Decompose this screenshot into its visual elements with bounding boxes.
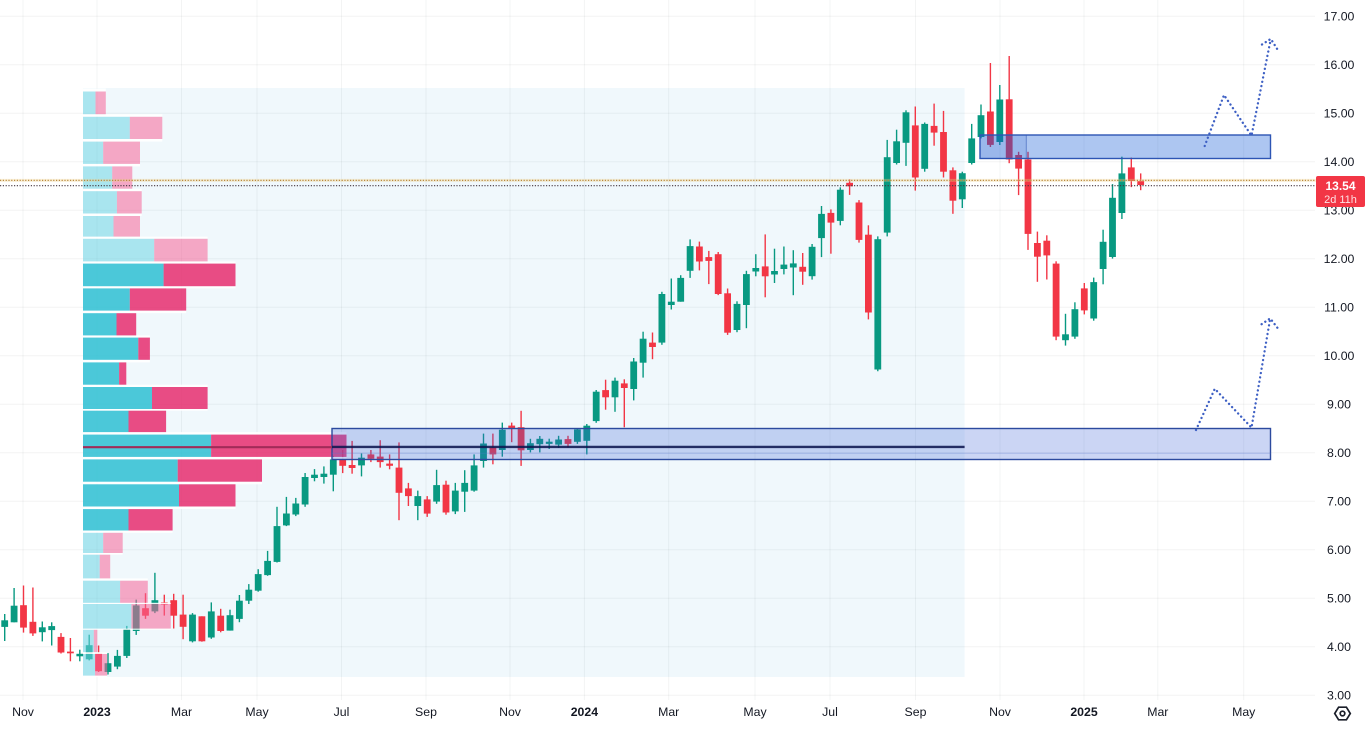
svg-text:5.00: 5.00 — [1327, 592, 1351, 606]
svg-text:Mar: Mar — [658, 705, 679, 719]
svg-text:17.00: 17.00 — [1324, 10, 1355, 24]
svg-text:2024: 2024 — [571, 705, 599, 719]
svg-text:May: May — [1232, 705, 1256, 719]
svg-text:Jul: Jul — [822, 705, 838, 719]
svg-text:Sep: Sep — [905, 705, 927, 719]
svg-text:2d 11h: 2d 11h — [1324, 194, 1357, 206]
svg-text:Jul: Jul — [334, 705, 350, 719]
svg-text:6.00: 6.00 — [1327, 543, 1351, 557]
svg-text:3.00: 3.00 — [1327, 689, 1351, 703]
svg-text:14.00: 14.00 — [1324, 155, 1355, 169]
svg-text:Sep: Sep — [415, 705, 437, 719]
svg-text:8.00: 8.00 — [1327, 446, 1351, 460]
svg-text:2023: 2023 — [83, 705, 111, 719]
svg-text:11.00: 11.00 — [1324, 301, 1354, 315]
svg-text:Nov: Nov — [989, 705, 1012, 719]
svg-text:Nov: Nov — [499, 705, 522, 719]
svg-text:16.00: 16.00 — [1324, 58, 1355, 72]
svg-text:2025: 2025 — [1070, 705, 1098, 719]
svg-text:13.54: 13.54 — [1325, 179, 1355, 193]
svg-text:Mar: Mar — [171, 705, 192, 719]
svg-text:9.00: 9.00 — [1327, 398, 1351, 412]
svg-text:May: May — [245, 705, 269, 719]
svg-text:Nov: Nov — [12, 705, 35, 719]
svg-text:4.00: 4.00 — [1327, 640, 1351, 654]
svg-text:12.00: 12.00 — [1324, 252, 1355, 266]
svg-text:7.00: 7.00 — [1327, 495, 1351, 509]
svg-text:15.00: 15.00 — [1324, 107, 1355, 121]
svg-text:May: May — [743, 705, 767, 719]
svg-text:Mar: Mar — [1147, 705, 1168, 719]
svg-text:10.00: 10.00 — [1324, 349, 1355, 363]
